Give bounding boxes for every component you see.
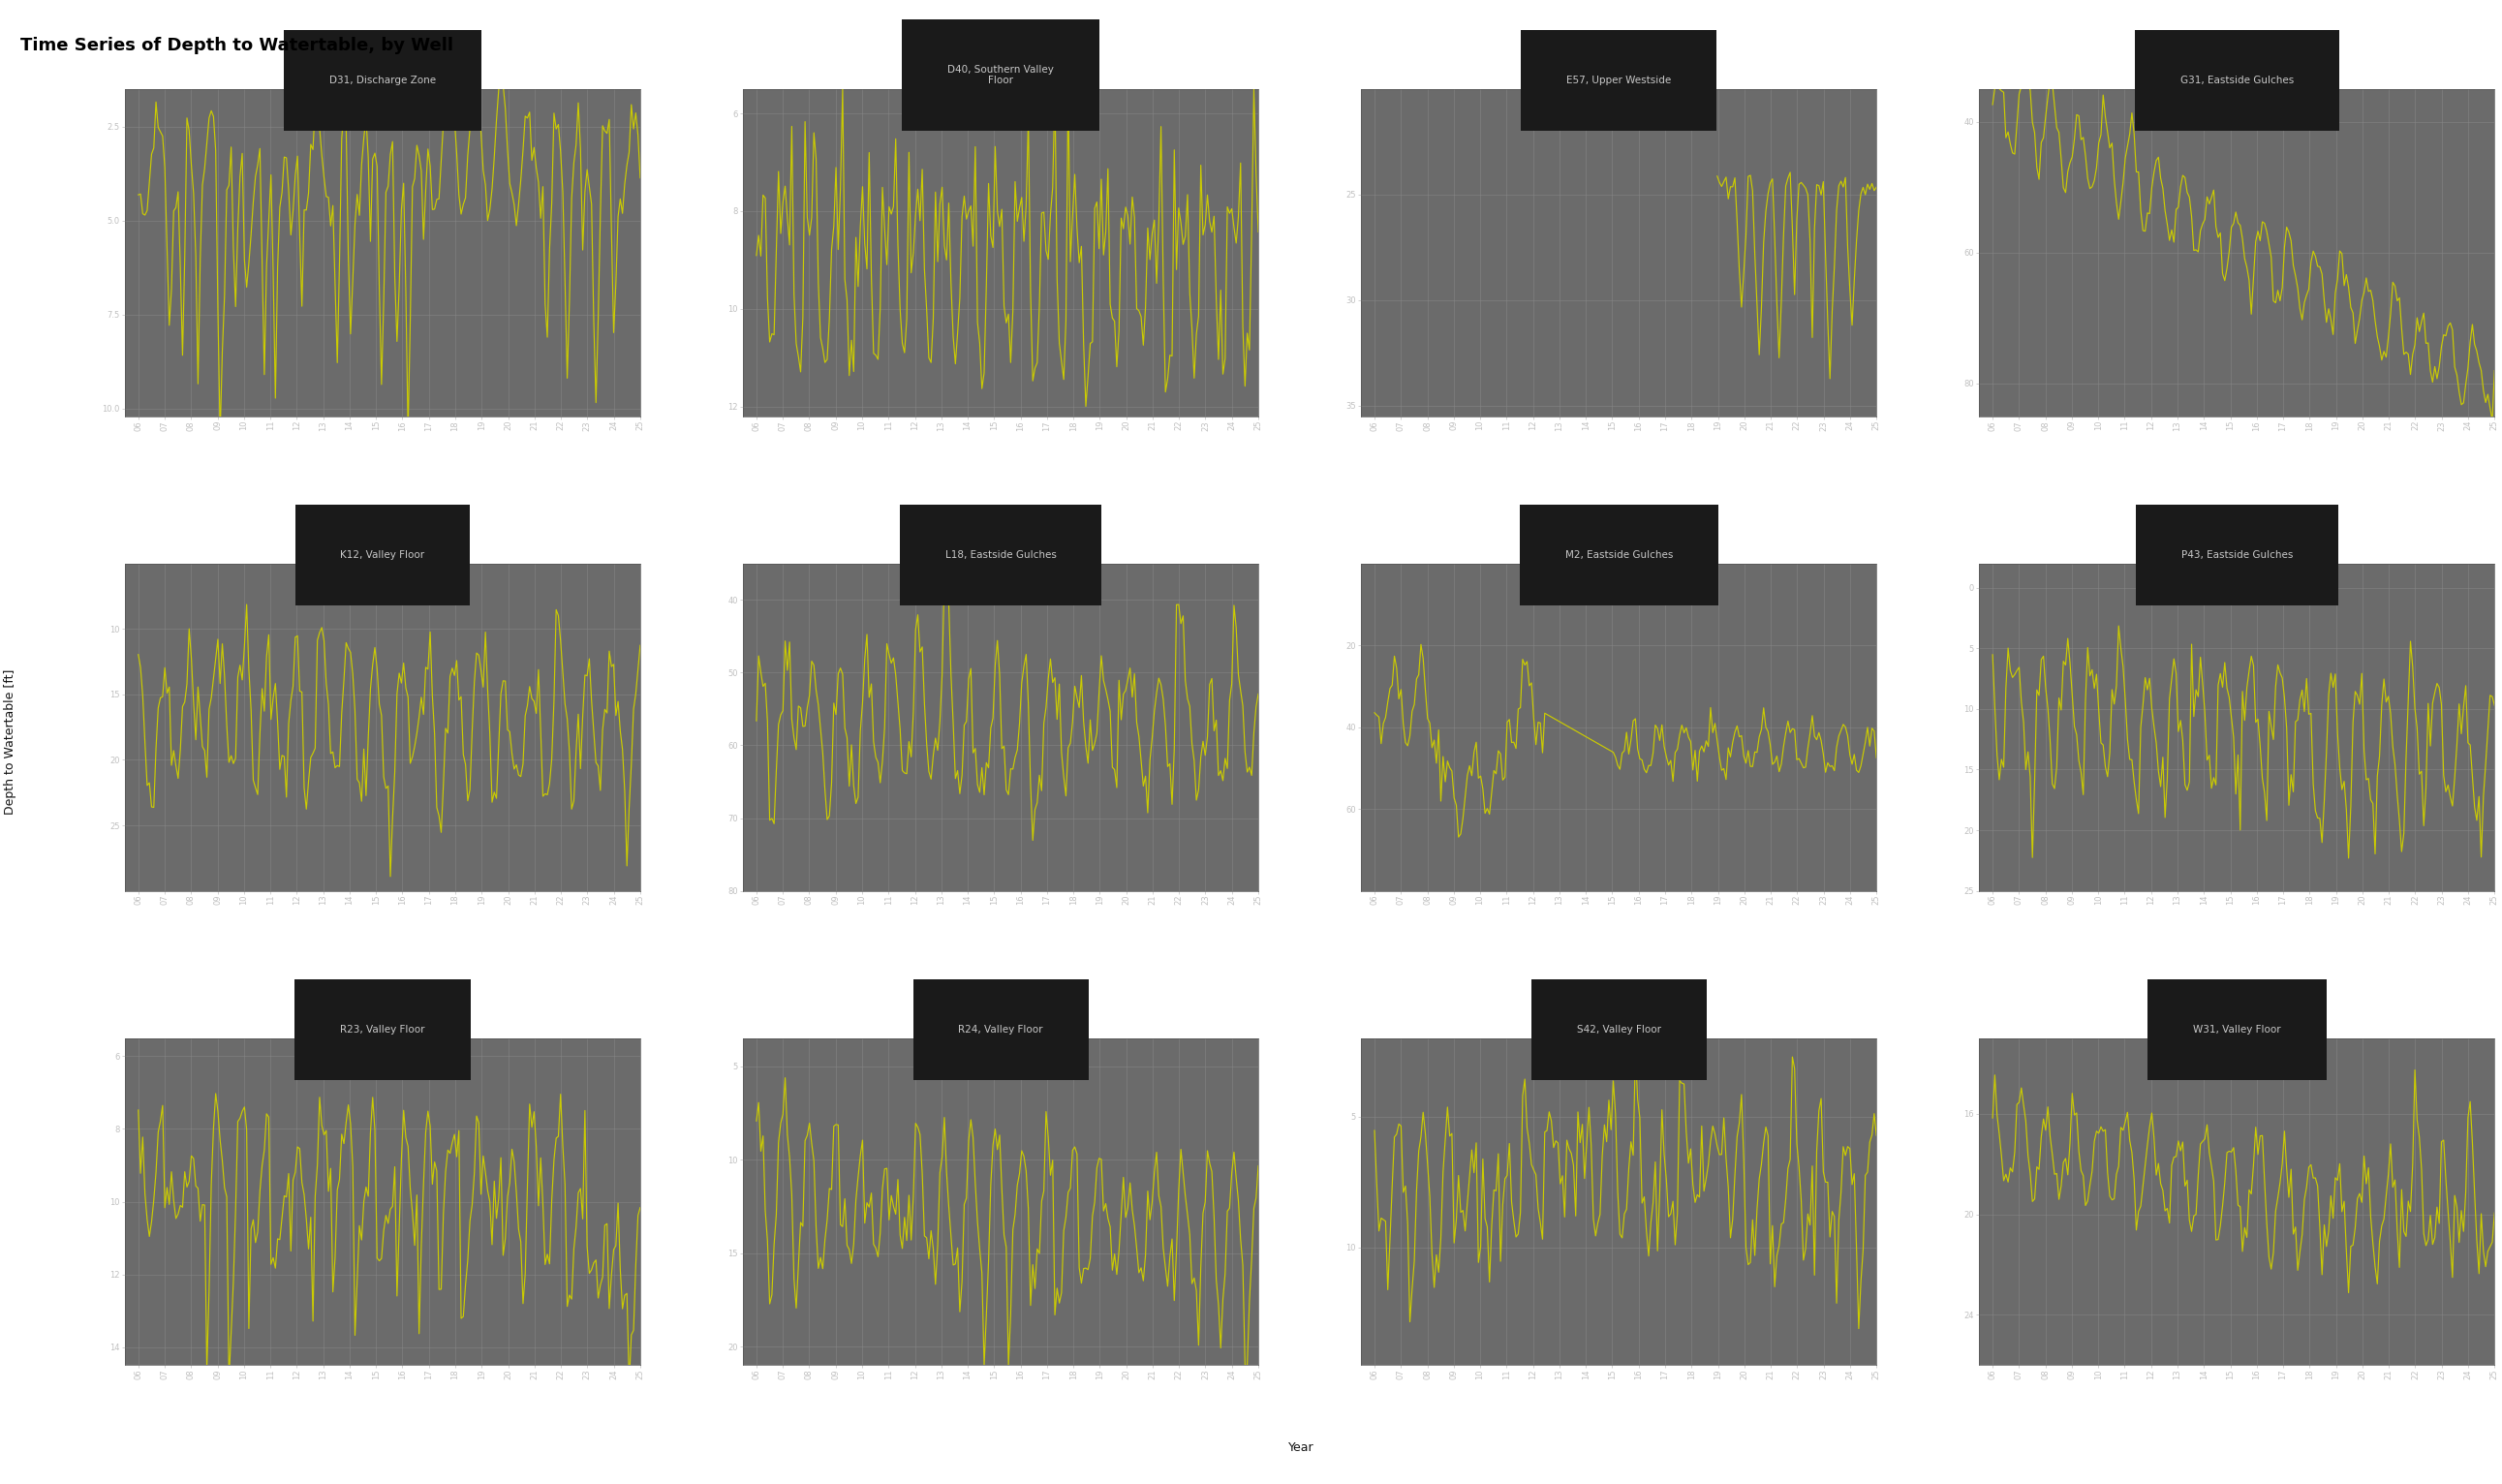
Text: Year: Year (1289, 1442, 1314, 1454)
Title: P43, Eastside Gulches: P43, Eastside Gulches (2182, 551, 2292, 559)
Title: W31, Valley Floor: W31, Valley Floor (2194, 1025, 2282, 1034)
Title: E57, Upper Westside: E57, Upper Westside (1566, 76, 1671, 86)
Title: S42, Valley Floor: S42, Valley Floor (1576, 1025, 1661, 1034)
Title: G31, Eastside Gulches: G31, Eastside Gulches (2179, 76, 2294, 86)
Text: Time Series of Depth to Watertable, by Well: Time Series of Depth to Watertable, by W… (20, 37, 453, 55)
Title: D31, Discharge Zone: D31, Discharge Zone (330, 76, 435, 86)
Title: R24, Valley Floor: R24, Valley Floor (958, 1025, 1043, 1034)
Text: Depth to Watertable [ft]: Depth to Watertable [ft] (3, 669, 18, 815)
Title: L18, Eastside Gulches: L18, Eastside Gulches (946, 551, 1056, 559)
Title: R23, Valley Floor: R23, Valley Floor (340, 1025, 425, 1034)
Title: D40, Southern Valley
Floor: D40, Southern Valley Floor (948, 65, 1053, 86)
Title: M2, Eastside Gulches: M2, Eastside Gulches (1564, 551, 1674, 559)
Title: K12, Valley Floor: K12, Valley Floor (340, 551, 425, 559)
